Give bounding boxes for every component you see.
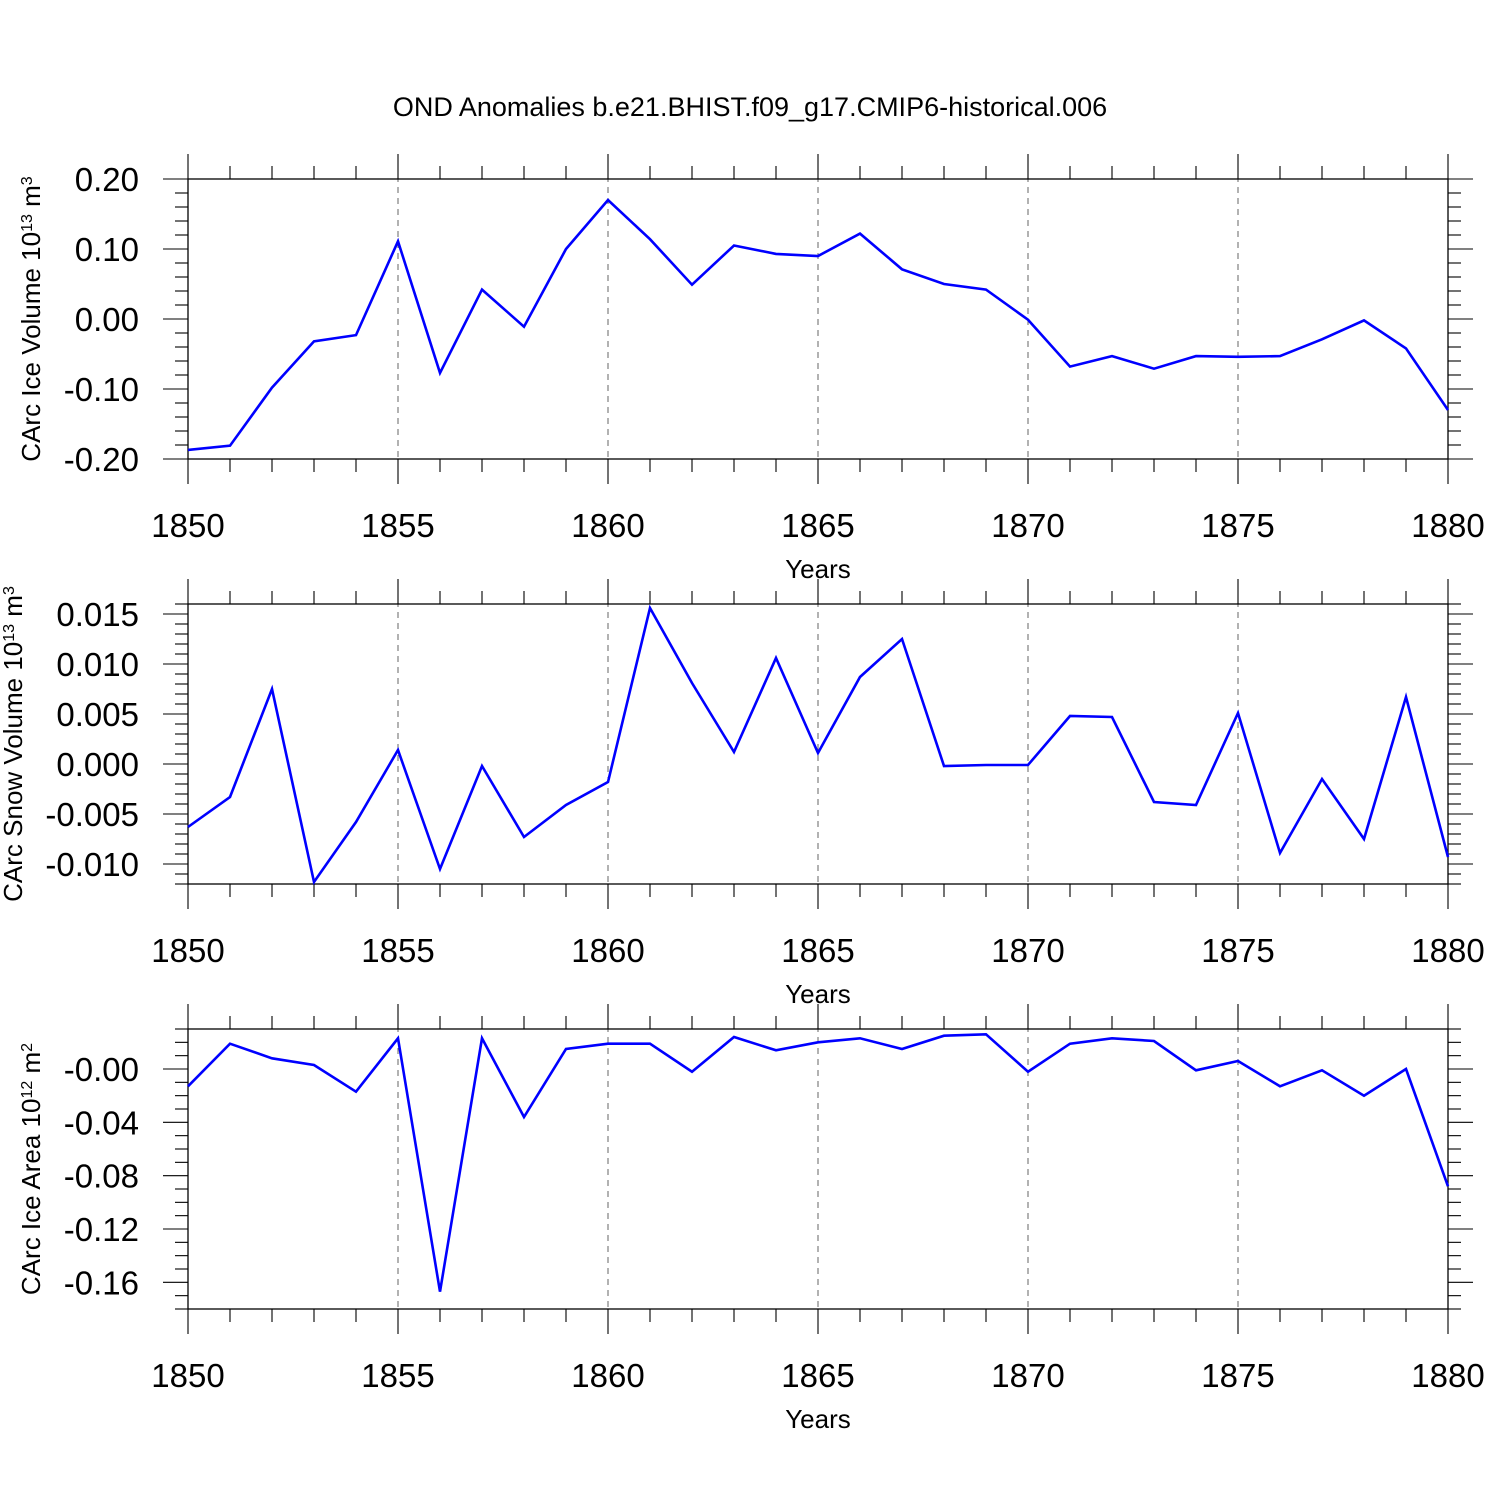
y-axis-title-text: m [0, 595, 28, 624]
x-tick-label: 1870 [991, 507, 1064, 544]
x-tick-label: 1865 [781, 507, 854, 544]
series-line-ice-area [187, 1032, 1450, 1292]
x-tick-label: 1855 [361, 932, 434, 969]
x-tick-label: 1855 [361, 1357, 434, 1394]
y-tick-label: 0.010 [56, 646, 139, 683]
y-tick-label: -0.005 [45, 796, 139, 833]
y-axis-title-text: CArc Ice Area 10 [16, 1099, 46, 1296]
y-tick-label: -0.20 [64, 441, 139, 478]
series-line-snow-volume [187, 604, 1450, 886]
y-tick-label: 0.20 [75, 161, 139, 198]
figure-title: OND Anomalies b.e21.BHIST.f09_g17.CMIP6-… [393, 92, 1107, 122]
x-tick-label: 1855 [361, 507, 434, 544]
x-tick-label: 1875 [1201, 1357, 1274, 1394]
x-tick-label: 1880 [1411, 932, 1484, 969]
y-axis-title-text: CArc Snow Volume 10 [0, 642, 28, 902]
y-axis-title-exponent: 3 [1, 586, 18, 595]
x-tick-label: 1860 [571, 507, 644, 544]
x-tick-label: 1870 [991, 932, 1064, 969]
x-axis-title: Years [785, 1404, 851, 1434]
y-axis-title: CArc Ice Volume 1013 m3 [16, 176, 46, 461]
x-tick-label: 1875 [1201, 932, 1274, 969]
x-tick-label: 1850 [151, 932, 224, 969]
x-tick-label: 1850 [151, 507, 224, 544]
y-tick-label: -0.16 [64, 1264, 139, 1301]
y-axis-title-exponent: 3 [19, 176, 36, 185]
y-tick-label: 0.015 [56, 596, 139, 633]
x-tick-label: 1850 [151, 1357, 224, 1394]
y-axis-title: CArc Ice Area 1012 m2 [16, 1043, 46, 1295]
x-tick-label: 1880 [1411, 507, 1484, 544]
y-axis-title-exponent: 13 [1, 624, 18, 642]
y-axis-title-text: m [16, 185, 46, 214]
y-tick-label: 0.00 [75, 301, 139, 338]
x-tick-label: 1860 [571, 932, 644, 969]
panel-snow-volume: 1850 1855 1860 1865 1870 1875 1880 -0.010 -0.005… [0, 579, 1485, 1009]
y-axis-title-text: CArc Ice Volume 10 [16, 232, 46, 462]
y-tick-label: -0.010 [45, 846, 139, 883]
y-axis-title-exponent: 12 [19, 1081, 36, 1099]
series-line-ice-volume [187, 198, 1450, 452]
y-axis-title-exponent: 13 [19, 214, 36, 232]
x-tick-label: 1870 [991, 1357, 1064, 1394]
y-axis-title-text: m [16, 1052, 46, 1081]
y-tick-label: -0.00 [64, 1051, 139, 1088]
panel-ice-volume: 1850 1855 1860 1865 1870 1875 1880 -0.20 -0.10 0.… [16, 154, 1485, 584]
x-tick-label: 1865 [781, 1357, 854, 1394]
y-tick-label: -0.10 [64, 371, 139, 408]
y-tick-label: -0.08 [64, 1158, 139, 1195]
x-tick-label: 1875 [1201, 507, 1274, 544]
y-tick-label: 0.005 [56, 696, 139, 733]
y-tick-label: -0.12 [64, 1211, 139, 1248]
x-tick-label: 1880 [1411, 1357, 1484, 1394]
y-tick-label: 0.000 [56, 746, 139, 783]
y-tick-label: -0.04 [64, 1104, 139, 1141]
panel-ice-area: 1850 1855 1860 1865 1870 1875 1880 -0.16 -0.12 -0… [16, 1004, 1485, 1434]
x-tick-label: 1860 [571, 1357, 644, 1394]
y-tick-label: 0.10 [75, 231, 139, 268]
y-axis-title-exponent: 2 [19, 1043, 36, 1052]
y-axis-title: CArc Snow Volume 1013 m3 [0, 586, 28, 902]
x-tick-label: 1865 [781, 932, 854, 969]
